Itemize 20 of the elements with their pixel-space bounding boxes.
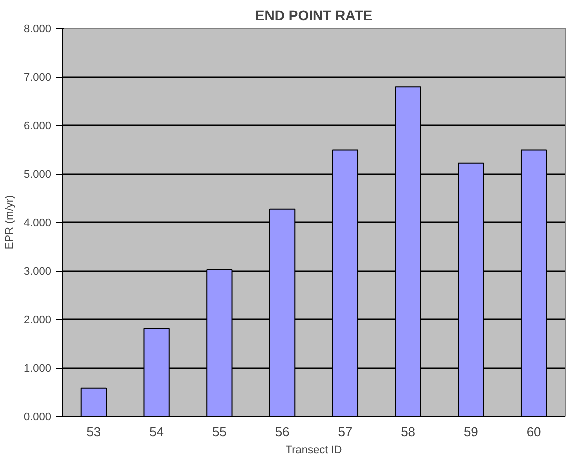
x-tick-label: 57 [338, 424, 353, 440]
y-tick-label: 3.000 [24, 266, 52, 278]
y-tick-label: 1.000 [24, 363, 52, 375]
y-axis-title: EPR (m/yr) [4, 195, 16, 250]
y-tick-label: 5.000 [24, 169, 52, 181]
x-tick-label: 54 [150, 424, 164, 440]
x-tick-label: 58 [401, 424, 416, 440]
x-tick-label: 55 [212, 424, 227, 440]
x-axis-title: Transect ID [286, 444, 342, 456]
x-tick-label: 60 [526, 424, 542, 440]
y-tick-label: 2.000 [24, 314, 52, 326]
x-tick-label: 56 [275, 424, 290, 440]
chart-title: END POINT RATE [255, 8, 373, 24]
x-tick-label: 59 [464, 424, 478, 440]
y-tick-label: 6.000 [24, 120, 52, 132]
y-tick-label: 0.000 [24, 412, 52, 424]
x-tick-label: 53 [86, 424, 102, 440]
y-tick-label: 7.000 [24, 72, 52, 84]
y-tick-label: 4.000 [24, 218, 52, 230]
y-tick-label: 8.000 [24, 24, 52, 36]
